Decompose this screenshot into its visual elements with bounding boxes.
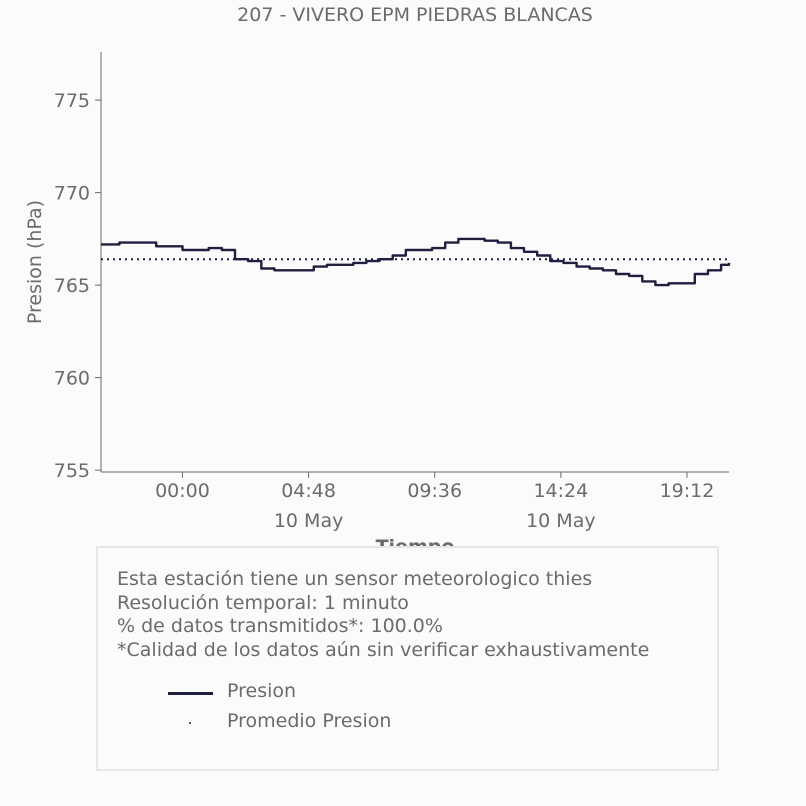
legend-label-promedio: Promedio Presion [227,710,392,732]
axes [100,52,729,473]
x-tick-label: 19:12 [660,480,715,502]
y-tick-label: 755 [54,460,90,482]
info-box: Esta estación tiene un sensor meteorolog… [96,546,719,771]
legend-line-swatch [168,692,213,695]
x-tick-label: 00:00 [155,480,210,502]
info-resolution: Resolución temporal: 1 minuto [117,591,409,614]
info-sensor: Esta estación tiene un sensor meteorolog… [117,568,593,590]
info-transmitted: % de datos transmitidos*: 100.0% [117,615,443,637]
x-tick-sublabel: 10 May [526,510,596,532]
chart-title: 207 - VIVERO EPM PIEDRAS BLANCAS [237,4,593,26]
info-quality-note: *Calidad de los datos aún sin verificar … [117,638,650,661]
x-ticks: 00:00 04:48 10 May 09:36 14:24 10 May 19:12 [155,472,714,532]
pressure-line [101,237,731,287]
y-axis-label: Presion (hPa) [24,200,46,324]
x-tick-label: 14:24 [533,480,588,502]
x-tick-label: 04:48 [281,480,336,502]
legend-dot-swatch [189,722,191,724]
series-layer [101,237,731,287]
station-info: Esta estación tiene un sensor meteorolog… [117,568,649,662]
legend-label-presion: Presion [227,680,297,702]
y-tick-label: 775 [54,90,90,112]
y-tick-label: 760 [54,368,90,390]
y-tick-label: 765 [54,275,90,297]
y-tick-label: 770 [54,183,90,205]
x-tick-sublabel: 10 May [274,510,344,532]
x-tick-label: 09:36 [407,480,462,502]
y-ticks: 755 760 765 770 775 [54,90,101,482]
